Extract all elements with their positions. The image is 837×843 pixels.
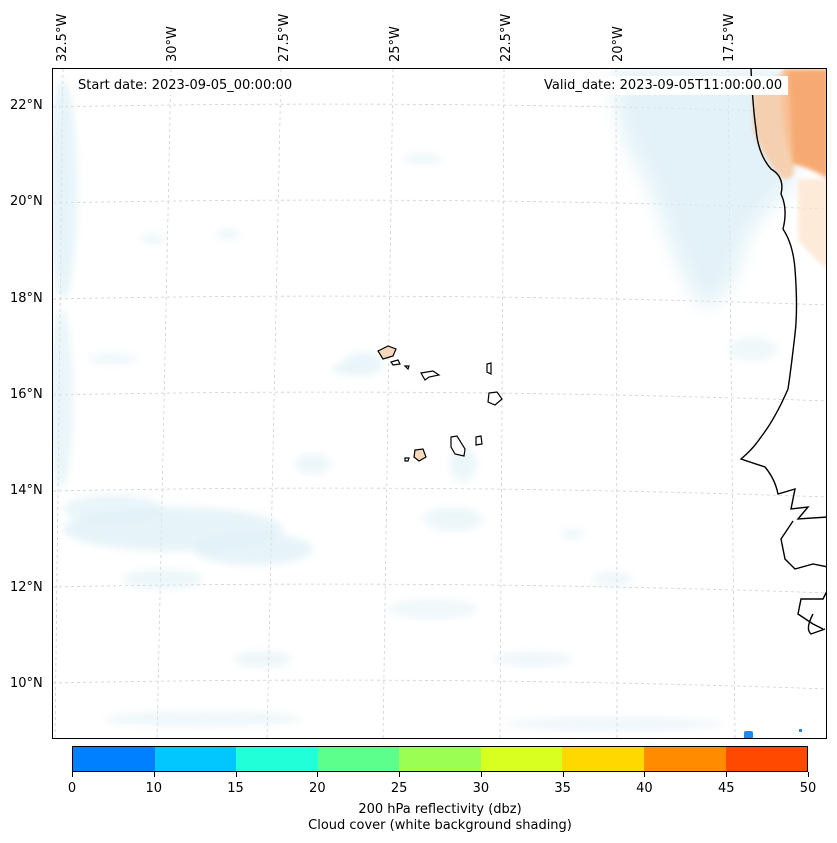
reflectivity-blob <box>744 731 753 738</box>
lon-label-17-5w: 17.5°W <box>722 13 737 62</box>
colorbar-segment <box>643 747 726 771</box>
colorbar-tick <box>480 772 482 777</box>
colorbar-tick <box>153 772 155 777</box>
lat-label-14n: 14°N <box>10 483 43 498</box>
island-sao-vicente <box>390 359 401 366</box>
island-santo-antao <box>377 345 397 360</box>
colorbar-tick <box>808 772 809 777</box>
colorbar-segment <box>562 747 644 771</box>
colorbar-tick-label: 30 <box>472 781 490 796</box>
colorbar-tick <box>726 772 728 777</box>
cloud-cover-shading <box>53 69 793 731</box>
colorbar-tick-label: 10 <box>145 781 163 796</box>
colorbar-tick <box>562 772 564 777</box>
lat-label-20n: 20°N <box>10 194 43 209</box>
colorbar-tick-label: 0 <box>67 781 77 796</box>
lon-label-32-5w: 32.5°W <box>55 13 70 62</box>
land-shading <box>753 69 826 268</box>
island-sao-nicolau <box>420 370 441 381</box>
lat-label-18n: 18°N <box>10 291 43 306</box>
colorbar-subtitle: Cloud cover (white background shading) <box>308 818 572 833</box>
island-fogo <box>413 448 427 462</box>
colorbar-tick <box>317 772 319 777</box>
lat-label-12n: 12°N <box>10 580 43 595</box>
lon-label-30w: 30°W <box>165 26 180 62</box>
island-brava <box>404 457 410 462</box>
lon-label-25w: 25°W <box>388 26 403 62</box>
colorbar-title: 200 hPa reflectivity (dbz) <box>358 802 522 817</box>
island-santa-luzia <box>403 365 410 371</box>
start-date-label: Start date: 2023-09-05_00:00:00 <box>72 76 299 95</box>
map-canvas <box>53 69 826 738</box>
colorbar-tick-label: 40 <box>636 781 653 796</box>
colorbar <box>72 746 808 772</box>
lon-label-20w: 20°W <box>611 26 626 62</box>
reflectivity-blob <box>799 729 802 732</box>
colorbar-tick-label: 35 <box>554 781 571 796</box>
lat-label-16n: 16°N <box>10 387 43 402</box>
colorbar-tick-label: 50 <box>799 781 817 796</box>
colorbar-segment <box>236 747 318 771</box>
colorbar-tick <box>644 772 646 777</box>
lon-label-22-5w: 22.5°W <box>499 13 514 62</box>
colorbar-tick <box>72 772 73 777</box>
island-boa-vista <box>487 391 503 406</box>
island-maio <box>475 435 483 446</box>
island-santiago <box>450 435 466 457</box>
colorbar-segment <box>725 747 808 771</box>
colorbar-tick-label: 25 <box>390 781 408 796</box>
islands <box>377 345 503 462</box>
colorbar-segment <box>480 747 563 771</box>
colorbar-segment <box>73 747 155 771</box>
colorbar-segment <box>154 747 237 771</box>
colorbar-tick <box>399 772 401 777</box>
map-area[interactable] <box>52 68 827 739</box>
island-sal <box>486 362 492 375</box>
valid-date-label: Valid_date: 2023-09-05T11:00:00.00 <box>538 76 789 95</box>
colorbar-segment <box>317 747 400 771</box>
colorbar-tick-label: 45 <box>717 781 735 796</box>
lat-label-22n: 22°N <box>10 98 43 113</box>
coastline <box>739 69 826 635</box>
lat-label-10n: 10°N <box>10 676 43 691</box>
colorbar-tick <box>235 772 237 777</box>
colorbar-tick-label: 15 <box>227 781 244 796</box>
lon-label-27-5w: 27.5°W <box>277 13 292 62</box>
colorbar-segment <box>399 747 481 771</box>
colorbar-tick-label: 20 <box>309 781 326 796</box>
